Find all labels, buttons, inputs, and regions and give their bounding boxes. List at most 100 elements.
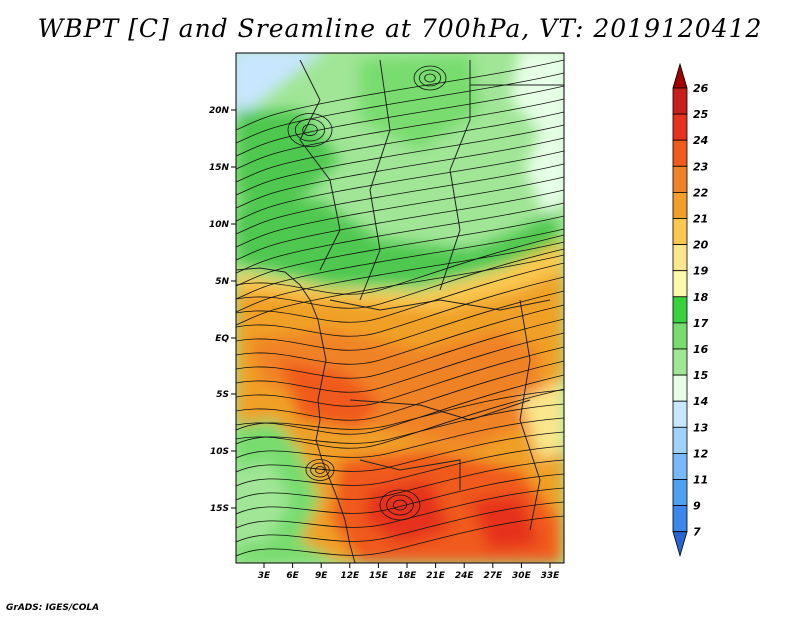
lon-label: 3E xyxy=(258,571,271,581)
lon-label: 24E xyxy=(455,571,475,581)
lat-label: 10N xyxy=(209,220,230,230)
streamline xyxy=(236,262,564,323)
colorbar-segment xyxy=(672,244,688,272)
colorbar-label: 15 xyxy=(693,369,709,382)
lon-label: 27E xyxy=(483,571,503,581)
streamline xyxy=(236,388,564,449)
streamline xyxy=(236,176,564,248)
lat-label: 5S xyxy=(216,390,229,400)
streamline xyxy=(236,150,564,222)
colorbar-label: 11 xyxy=(693,474,708,487)
lat-label: 15S xyxy=(210,504,229,514)
colorbar-label: 9 xyxy=(693,500,701,513)
field-24-southeast xyxy=(470,495,540,550)
colorbar-segment xyxy=(672,296,688,324)
streamline xyxy=(236,501,564,543)
border-7 xyxy=(519,299,541,531)
vortex-streamline xyxy=(314,466,326,474)
streamline xyxy=(236,431,564,473)
border-4 xyxy=(329,299,551,311)
colorbar-label: 22 xyxy=(693,186,709,199)
streamline xyxy=(236,459,564,501)
lon-label: 9E xyxy=(315,571,328,581)
colorbar-segment xyxy=(672,426,688,454)
colorbar-label: 20 xyxy=(693,239,709,252)
colorbar-segment xyxy=(672,165,688,193)
streamline xyxy=(236,389,564,431)
streamline xyxy=(236,98,564,170)
lon-label: 30E xyxy=(512,571,532,581)
colorbar-segment xyxy=(672,191,688,219)
streamline xyxy=(236,304,564,365)
colorbar-label: 17 xyxy=(693,317,709,330)
colorbar-label: 19 xyxy=(693,265,709,278)
footer-credit: GrADS: IGES/COLA xyxy=(6,603,100,613)
field-23-west xyxy=(280,360,380,430)
streamline xyxy=(236,163,564,235)
streamline xyxy=(236,202,564,274)
vortex-streamline xyxy=(392,499,408,511)
streamline xyxy=(236,248,564,309)
colorbar-segment xyxy=(672,113,688,141)
colorbar-segment xyxy=(672,218,688,246)
border-1 xyxy=(299,59,341,271)
border-2 xyxy=(359,59,391,301)
colorbar-segment xyxy=(672,400,688,428)
field-15 xyxy=(510,53,564,215)
streamline xyxy=(236,487,564,529)
vortex-streamline xyxy=(413,65,447,91)
field-14 xyxy=(236,53,324,117)
streamline xyxy=(236,360,564,421)
lat-label: 10S xyxy=(210,447,229,457)
lat-label: EQ xyxy=(215,334,229,344)
vortex-streamline xyxy=(424,73,436,83)
streamline xyxy=(236,111,564,183)
vortex-streamline xyxy=(302,124,318,136)
streamline xyxy=(236,59,564,131)
map-plot-area xyxy=(236,53,564,563)
border-5 xyxy=(349,399,531,421)
colorbar-label: 13 xyxy=(693,421,709,434)
colorbar-segment xyxy=(672,348,688,376)
lat-label: 5N xyxy=(215,277,229,287)
streamline xyxy=(236,72,564,144)
streamline xyxy=(236,189,564,261)
streamline xyxy=(236,332,564,393)
colorbar-label: 14 xyxy=(693,395,708,408)
streamline xyxy=(236,417,564,459)
vortex-streamline xyxy=(386,494,414,516)
colorbar-label: 23 xyxy=(693,160,709,173)
lat-label: 20N xyxy=(209,106,230,116)
streamlines xyxy=(236,59,564,557)
streamline xyxy=(236,137,564,209)
streamline xyxy=(236,241,564,313)
colorbar-label: 25 xyxy=(693,108,709,121)
streamline xyxy=(236,254,564,326)
vortex-streamline xyxy=(418,69,442,87)
vortex-streamline xyxy=(287,113,333,147)
streamline xyxy=(236,318,564,379)
coastline xyxy=(236,267,356,563)
colorbar-top-triangle xyxy=(672,62,688,89)
colorbar: 26 25 24 23 22 21 20 19 18 17 16 15 14 13 12 11 9 7 xyxy=(672,62,709,558)
vortex-streamline xyxy=(305,459,335,481)
border-6 xyxy=(359,459,461,490)
colorbar-label: 18 xyxy=(693,291,709,304)
lon-label: 18E xyxy=(398,571,418,581)
map-frame xyxy=(235,52,565,564)
chart-title: WBPT [C] and Sreamline at 700hPa, VT: 20… xyxy=(37,14,763,43)
vortex-streamline xyxy=(379,489,421,521)
colorbar-label: 21 xyxy=(693,213,708,226)
streamline xyxy=(236,276,564,337)
colorbar-segment xyxy=(672,505,688,533)
lon-label: 21E xyxy=(426,571,446,581)
colorbar-segment xyxy=(672,87,688,115)
colorbar-segment xyxy=(672,270,688,298)
streamline xyxy=(236,445,564,487)
streamline xyxy=(236,124,564,196)
longitude-labels: 3E 6E 9E 12E 15E 18E 21E 24E 27E 30E 33E xyxy=(258,563,560,581)
streamline xyxy=(236,403,564,445)
colorbar-label: 24 xyxy=(693,134,708,147)
lat-label: 15N xyxy=(209,163,230,173)
